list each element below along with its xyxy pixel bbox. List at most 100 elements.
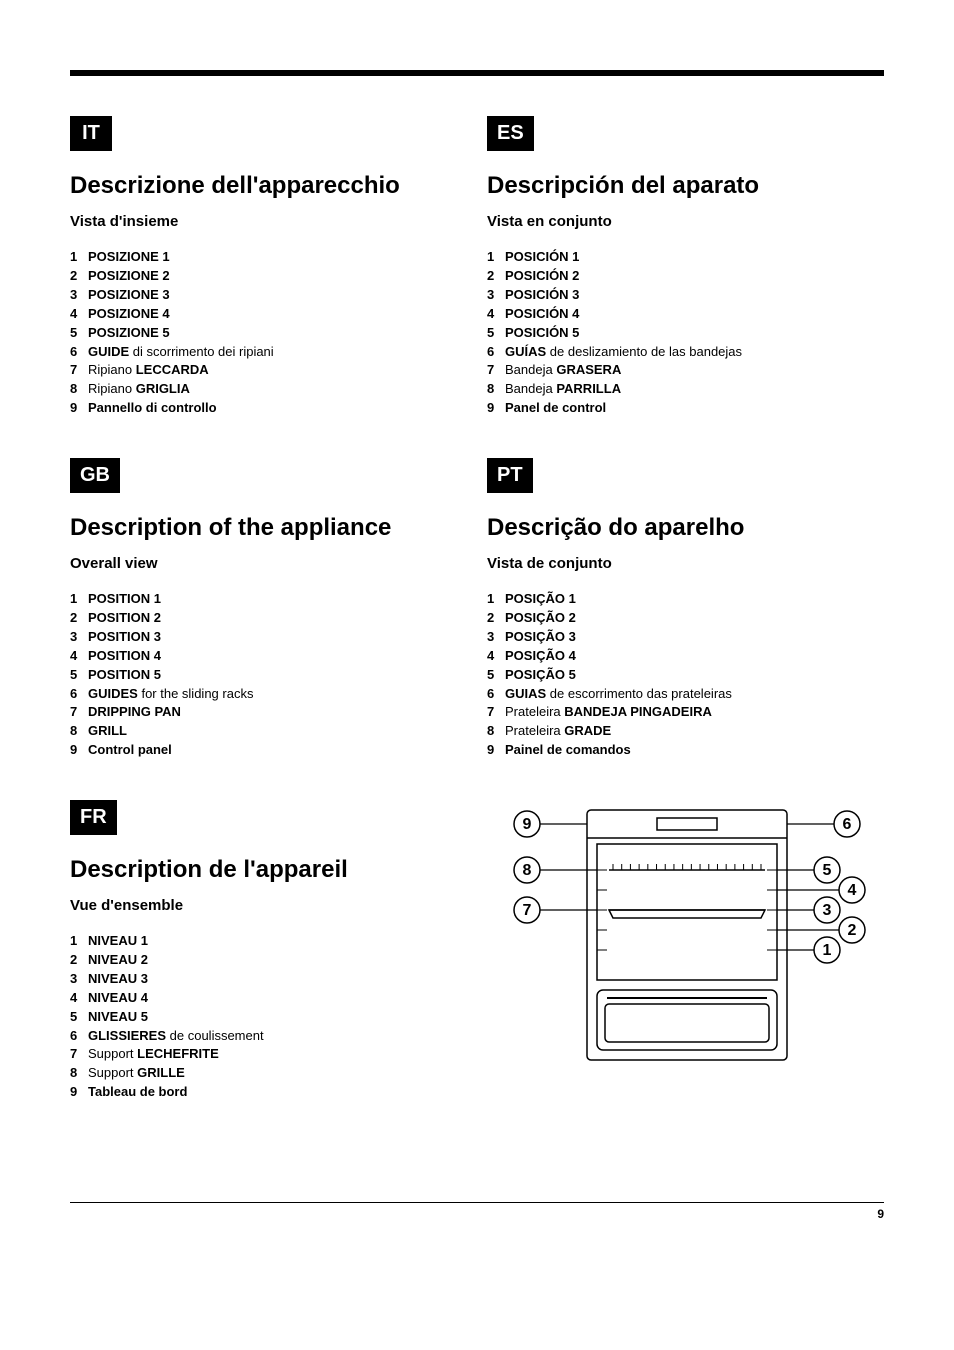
item-text: POSIÇÃO 1 [505, 590, 576, 609]
list-item: 5POSIZIONE 5 [70, 324, 467, 343]
item-number: 1 [487, 590, 505, 609]
item-number: 1 [70, 590, 88, 609]
item-number: 2 [70, 951, 88, 970]
item-number: 3 [70, 970, 88, 989]
svg-text:9: 9 [523, 816, 532, 833]
list-item: 5POSITION 5 [70, 666, 467, 685]
list-item: 6GLISSIERES de coulissement [70, 1027, 467, 1046]
item-text: POSIZIONE 3 [88, 286, 170, 305]
item-text: Panel de control [505, 399, 606, 418]
list-item: 5NIVEAU 5 [70, 1008, 467, 1027]
list-item: 5POSIÇÃO 5 [487, 666, 884, 685]
item-number: 4 [70, 647, 88, 666]
list-item: 9Tableau de bord [70, 1083, 467, 1102]
item-number: 9 [70, 741, 88, 760]
item-text: NIVEAU 3 [88, 970, 148, 989]
list-item: 1POSIZIONE 1 [70, 248, 467, 267]
item-list-fr: 1NIVEAU 12NIVEAU 23NIVEAU 34NIVEAU 45NIV… [70, 932, 467, 1102]
list-item: 4NIVEAU 4 [70, 989, 467, 1008]
list-item: 2POSITION 2 [70, 609, 467, 628]
list-item: 6GUIDE di scorrimento dei ripiani [70, 343, 467, 362]
list-item: 1NIVEAU 1 [70, 932, 467, 951]
item-text: GUIDES for the sliding racks [88, 685, 253, 704]
item-number: 6 [70, 343, 88, 362]
list-item: 3POSIZIONE 3 [70, 286, 467, 305]
item-text: GUIDE di scorrimento dei ripiani [88, 343, 274, 362]
section-pt: PT Descrição do aparelho Vista de conjun… [487, 458, 884, 760]
page-number: 9 [877, 1207, 884, 1221]
item-number: 4 [487, 305, 505, 324]
item-number: 7 [70, 361, 88, 380]
list-item: 7Bandeja GRASERA [487, 361, 884, 380]
list-item: 1POSITION 1 [70, 590, 467, 609]
svg-text:8: 8 [523, 862, 532, 879]
item-number: 9 [487, 741, 505, 760]
svg-text:4: 4 [848, 882, 857, 899]
list-item: 8Bandeja PARRILLA [487, 380, 884, 399]
lang-badge-it: IT [70, 116, 112, 151]
item-text: POSICIÓN 2 [505, 267, 579, 286]
item-number: 7 [70, 703, 88, 722]
lang-badge-pt: PT [487, 458, 533, 493]
item-number: 9 [70, 1083, 88, 1102]
item-number: 3 [487, 628, 505, 647]
item-text: Support GRILLE [88, 1064, 185, 1083]
item-number: 6 [487, 685, 505, 704]
item-text: Prateleira BANDEJA PINGADEIRA [505, 703, 712, 722]
list-item: 6GUIDES for the sliding racks [70, 685, 467, 704]
svg-text:2: 2 [848, 922, 857, 939]
item-text: Support LECHEFRITE [88, 1045, 219, 1064]
item-text: POSITION 1 [88, 590, 161, 609]
item-text: Control panel [88, 741, 172, 760]
item-list-es: 1POSICIÓN 12POSICIÓN 23POSICIÓN 34POSICI… [487, 248, 884, 418]
list-item: 2POSIZIONE 2 [70, 267, 467, 286]
top-rule [70, 70, 884, 76]
section-title-es: Descripción del aparato [487, 173, 884, 199]
list-item: 8Prateleira GRADE [487, 722, 884, 741]
item-number: 2 [487, 609, 505, 628]
list-item: 9Painel de comandos [487, 741, 884, 760]
item-text: GRILL [88, 722, 127, 741]
item-list-gb: 1POSITION 12POSITION 23POSITION 34POSITI… [70, 590, 467, 760]
list-item: 7Prateleira BANDEJA PINGADEIRA [487, 703, 884, 722]
item-number: 7 [487, 703, 505, 722]
item-text: POSIZIONE 4 [88, 305, 170, 324]
section-title-fr: Description de l'appareil [70, 857, 467, 883]
item-text: Bandeja GRASERA [505, 361, 621, 380]
section-es: ES Descripción del aparato Vista en conj… [487, 116, 884, 418]
item-number: 8 [487, 380, 505, 399]
section-subtitle-gb: Overall view [70, 555, 467, 572]
list-item: 2POSIÇÃO 2 [487, 609, 884, 628]
item-number: 5 [70, 666, 88, 685]
list-item: 6GUÍAS de deslizamiento de las bandejas [487, 343, 884, 362]
item-text: DRIPPING PAN [88, 703, 181, 722]
item-number: 3 [70, 286, 88, 305]
list-item: 4POSITION 4 [70, 647, 467, 666]
item-text: Tableau de bord [88, 1083, 187, 1102]
item-text: POSITION 3 [88, 628, 161, 647]
item-text: POSICIÓN 4 [505, 305, 579, 324]
svg-text:5: 5 [823, 862, 832, 879]
item-number: 6 [487, 343, 505, 362]
list-item: 3POSITION 3 [70, 628, 467, 647]
list-item: 8GRILL [70, 722, 467, 741]
item-text: POSIÇÃO 2 [505, 609, 576, 628]
lang-badge-gb: GB [70, 458, 120, 493]
svg-text:7: 7 [523, 902, 532, 919]
item-number: 1 [487, 248, 505, 267]
list-item: 3NIVEAU 3 [70, 970, 467, 989]
item-number: 5 [70, 324, 88, 343]
list-item: 3POSICIÓN 3 [487, 286, 884, 305]
item-text: POSICIÓN 1 [505, 248, 579, 267]
item-list-it: 1POSIZIONE 12POSIZIONE 23POSIZIONE 34POS… [70, 248, 467, 418]
list-item: 7Support LECHEFRITE [70, 1045, 467, 1064]
item-text: POSITION 5 [88, 666, 161, 685]
item-text: Painel de comandos [505, 741, 631, 760]
item-number: 6 [70, 685, 88, 704]
list-item: 8Support GRILLE [70, 1064, 467, 1083]
item-text: Bandeja PARRILLA [505, 380, 621, 399]
list-item: 2NIVEAU 2 [70, 951, 467, 970]
item-text: GUÍAS de deslizamiento de las bandejas [505, 343, 742, 362]
section-subtitle-it: Vista d'insieme [70, 213, 467, 230]
list-item: 7Ripiano LECCARDA [70, 361, 467, 380]
